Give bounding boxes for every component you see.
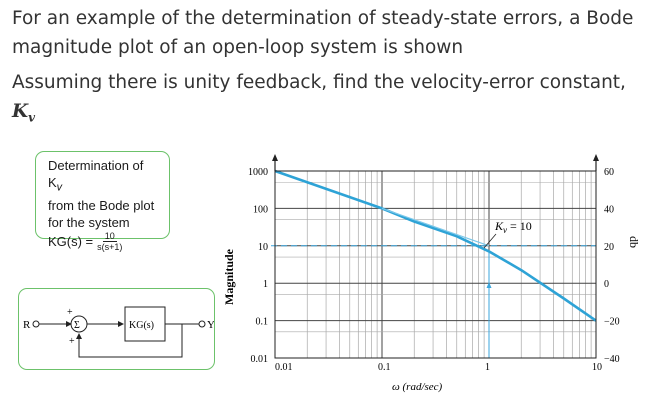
plot-curves bbox=[274, 169, 597, 322]
input-node bbox=[32, 320, 40, 328]
y-axis-right-arrowhead bbox=[593, 154, 599, 161]
kv-annotation-pointer bbox=[483, 233, 497, 249]
prompt-line-1: For an example of the determination of s… bbox=[12, 8, 634, 29]
tf-numerator: 10 bbox=[102, 230, 117, 242]
prompt-line-3-text: Assuming there is unity feedback, find t… bbox=[12, 72, 626, 93]
kv-letter: K bbox=[12, 101, 29, 122]
plot-ticks: 0.01 0.1 1 10 1000 100 10 1 0.1 0.01 60 40 20 0 −20 −40 bbox=[248, 167, 620, 373]
y-tick-label-right: 20 bbox=[604, 242, 614, 253]
x-tick-label: 0.01 bbox=[275, 362, 293, 373]
output-label: Y bbox=[207, 319, 214, 331]
plant-block bbox=[124, 306, 166, 342]
x-axis-label: ω (rad/sec) bbox=[392, 381, 443, 393]
callout-line-1-text: Determination of K bbox=[48, 158, 144, 190]
plus-bottom: + bbox=[69, 336, 75, 347]
callout-line-3: for the system bbox=[48, 214, 130, 230]
feedback-path bbox=[76, 324, 183, 358]
y-tick-label-left: 10 bbox=[258, 242, 268, 253]
tf-denominator: s(s+1) bbox=[97, 241, 123, 252]
plant-label: KG(s) bbox=[129, 320, 154, 331]
prompt-line-3: Assuming there is unity feedback, find t… bbox=[12, 68, 652, 133]
plot-grid bbox=[275, 171, 596, 358]
x-tick-label: 1 bbox=[485, 362, 490, 373]
plot-axes bbox=[272, 154, 599, 359]
y-axis-label: Magnitude bbox=[222, 248, 236, 305]
kv-annotation-k: K bbox=[494, 219, 504, 233]
block-diagram: R Σ + + KG(s) Y bbox=[18, 288, 215, 370]
kv-symbol: Kv bbox=[12, 101, 36, 125]
transfer-function: KG(s) = 10 s(s+1) bbox=[48, 231, 160, 252]
sum-symbol: Σ bbox=[74, 320, 80, 331]
system-callout: Determination of Kv from the Bode plot f… bbox=[35, 151, 170, 252]
x-tick-label: 10 bbox=[592, 362, 602, 373]
kv-subscript: v bbox=[28, 110, 36, 125]
output-node bbox=[198, 320, 206, 328]
tf-lhs: KG(s) = bbox=[48, 233, 94, 249]
plot-guides bbox=[271, 245, 596, 358]
y-tick-label-left: 0.01 bbox=[251, 354, 269, 365]
plot-area bbox=[275, 171, 596, 358]
callout-line-2: from the Bode plot bbox=[48, 197, 155, 213]
y-tick-label-right: 60 bbox=[604, 167, 614, 178]
y-axis-arrowhead bbox=[272, 154, 278, 161]
kv-annotation-sub: v bbox=[503, 225, 507, 235]
y-tick-label-right: 40 bbox=[604, 204, 614, 215]
callout-line-1-sub: v bbox=[56, 181, 63, 194]
asymptote-line bbox=[381, 207, 490, 247]
y-tick-label-right: −20 bbox=[604, 317, 620, 328]
tf-fraction: 10 s(s+1) bbox=[97, 231, 122, 252]
y-axis-right-label: db bbox=[627, 236, 641, 248]
x-tick-label: 0.1 bbox=[378, 362, 391, 373]
plot-border bbox=[274, 170, 597, 359]
kv-annotation-value: = 10 bbox=[510, 219, 532, 233]
y-tick-label-left: 100 bbox=[253, 204, 268, 215]
kv-annotation: K v = 10 bbox=[483, 219, 532, 249]
callout-line-1: Determination of Kv bbox=[48, 157, 160, 197]
kv-frequency-arrowhead bbox=[486, 282, 492, 288]
prompt-line-2: magnitude plot of an open-loop system is… bbox=[12, 37, 464, 58]
y-tick-label-right: −40 bbox=[604, 354, 620, 365]
y-tick-label-left: 1000 bbox=[248, 167, 268, 178]
magnitude-curve bbox=[274, 169, 597, 322]
block-diagram-svg: R Σ + + KG(s) Y bbox=[23, 306, 215, 358]
y-tick-label-left: 1 bbox=[263, 279, 268, 290]
y-tick-label-left: 0.1 bbox=[256, 317, 269, 328]
question-text: For an example of the determination of s… bbox=[12, 4, 652, 133]
input-label: R bbox=[23, 319, 31, 331]
y-tick-label-right: 0 bbox=[604, 279, 609, 290]
plus-top: + bbox=[67, 307, 73, 318]
